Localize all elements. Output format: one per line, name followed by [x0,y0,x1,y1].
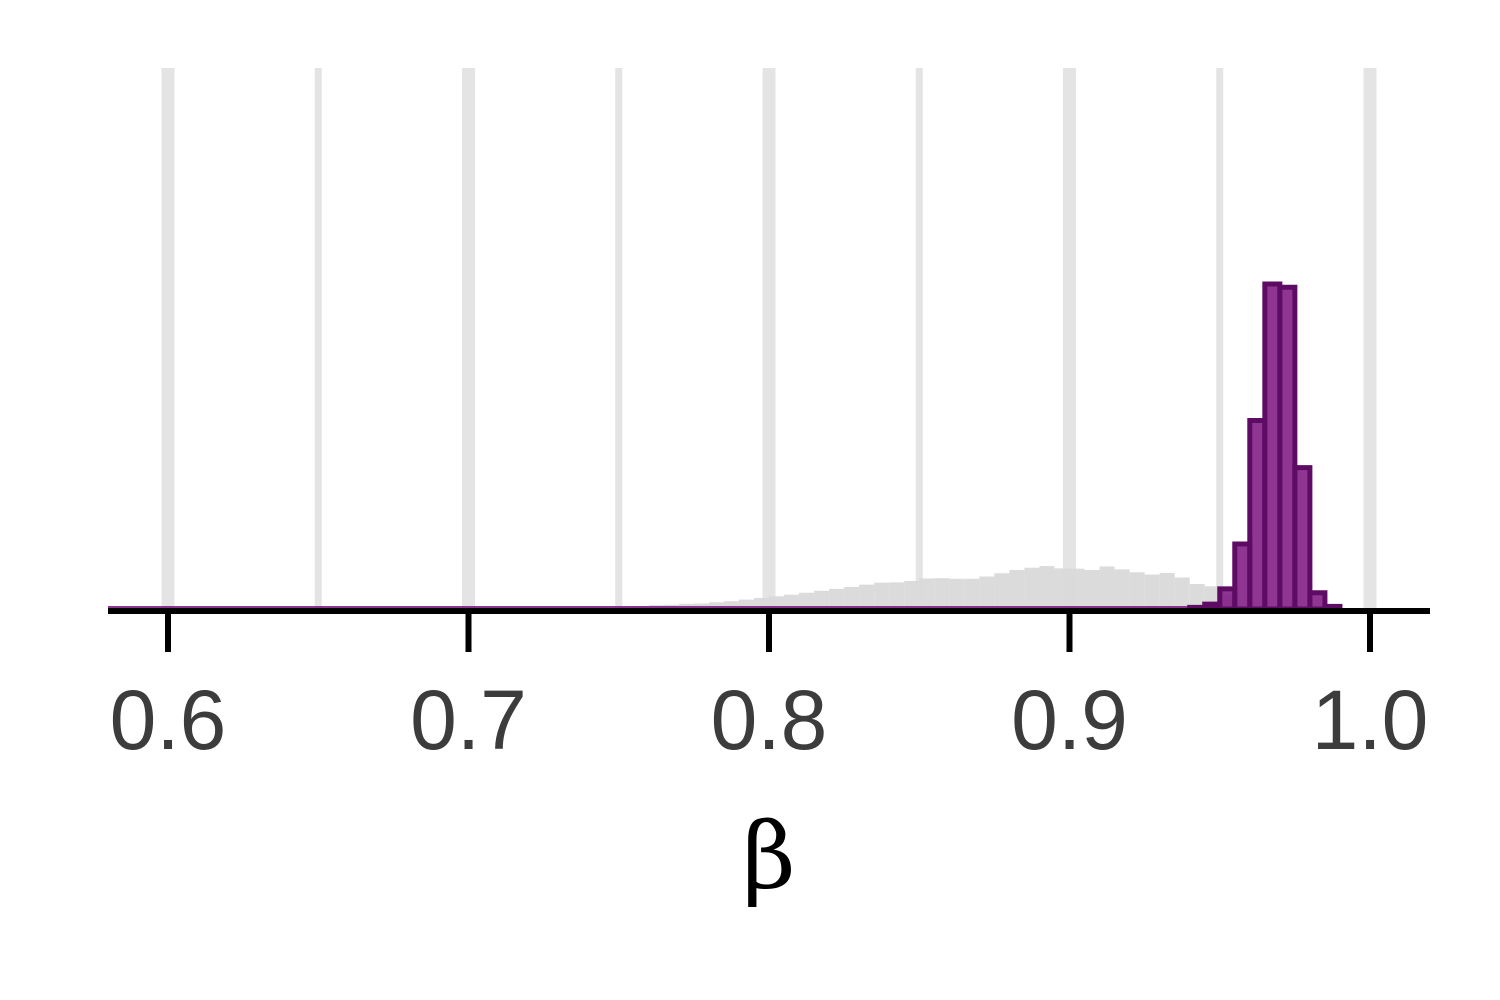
histogram-bar [799,592,815,609]
histogram-bar [994,573,1010,609]
histogram-bar [1099,566,1115,609]
x-tick-label: 0.7 [410,673,527,767]
x-axis-ticks: 0.6 0.7 0.8 0.9 1.0 [110,611,1429,767]
histogram-bar [1024,567,1040,609]
histogram-bar [1129,572,1145,609]
histogram-bar [934,578,950,609]
histogram-bar [889,582,905,609]
histogram-bar [844,586,860,609]
histogram-bar [1054,568,1070,609]
histogram-bar [1084,570,1100,609]
histogram-bar [1069,568,1085,609]
x-axis-label: β [742,803,795,910]
histogram-bar [738,599,754,609]
histogram-bar [859,584,875,609]
histogram-bar [753,597,769,609]
histogram-bar [904,581,920,609]
grid-lines [161,68,1377,611]
histogram-bar [769,596,785,609]
light-series [618,566,1235,609]
dark-series [108,281,1343,612]
histogram-bar [874,582,890,609]
histogram-bar [1189,583,1205,609]
histogram-bar [919,578,935,609]
histogram-bar [1144,574,1160,609]
histogram-bar [829,588,845,609]
x-tick-label: 0.9 [1011,673,1128,767]
histogram-bar [949,578,965,609]
histogram-bar [1159,572,1175,609]
histogram-bar [1009,570,1025,609]
histogram-bar [723,601,739,609]
x-tick-label: 1.0 [1312,673,1429,767]
histogram-bar [1039,566,1055,609]
histogram-bar [979,576,995,609]
histogram-bar [784,594,800,609]
x-tick-label: 0.6 [110,673,227,767]
histogram-bar [1292,465,1313,612]
histogram-bar [964,578,980,609]
histogram-bar [1174,577,1190,609]
histogram-bar [708,602,724,609]
histogram-bar [814,590,830,609]
histogram-bar [1114,569,1130,609]
x-tick-label: 0.8 [711,673,828,767]
